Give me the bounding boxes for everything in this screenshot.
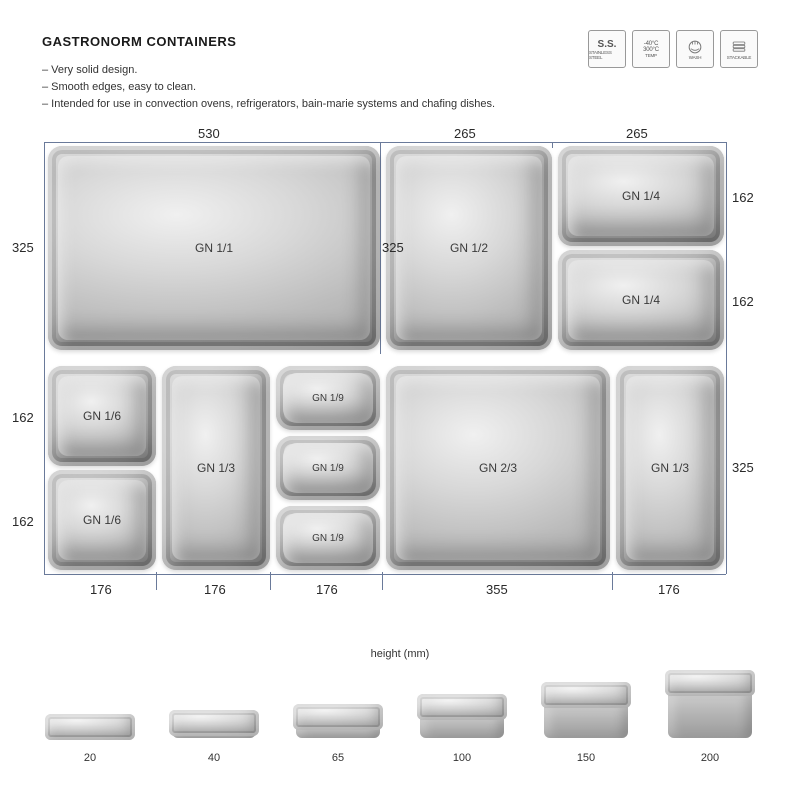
guide-line	[726, 142, 727, 574]
height-item: 40	[169, 710, 259, 764]
dimension-label: 325	[382, 240, 404, 255]
dimension-label: 162	[12, 410, 34, 425]
height-tray	[541, 682, 631, 742]
bullet: – Very solid design.	[42, 62, 495, 79]
temperature-icon: -40°C 300°C TEMP	[632, 30, 670, 68]
icon-sub: TEMP	[645, 53, 657, 58]
guide-line	[44, 574, 726, 575]
stack-icon	[729, 39, 749, 55]
dimension-label: 355	[486, 582, 508, 597]
pan-label: GN 1/6	[83, 513, 121, 527]
pan-label: GN 1/3	[197, 461, 235, 475]
page-title: GASTRONORM CONTAINERS	[42, 34, 236, 49]
height-tray	[665, 670, 755, 742]
pan-gn23: GN 2/3	[386, 366, 610, 570]
guide-line	[44, 142, 726, 143]
pan-gn11: GN 1/1	[48, 146, 380, 350]
pan-label: GN 1/9	[312, 533, 344, 544]
height-tray	[45, 714, 135, 742]
height-tray	[417, 694, 507, 742]
height-value: 200	[701, 752, 719, 764]
pan-label: GN 1/1	[195, 241, 233, 255]
pan-gn16b: GN 1/6	[48, 470, 156, 570]
stainless-steel-icon: S.S. STAINLESS STEEL	[588, 30, 626, 68]
dimension-label: 530	[198, 126, 220, 141]
icon-sub: STACKABLE	[727, 55, 751, 60]
height-value: 65	[332, 752, 344, 764]
dimension-label: 162	[732, 190, 754, 205]
dimension-label: 176	[316, 582, 338, 597]
height-tray	[293, 704, 383, 742]
icon-main: S.S.	[598, 39, 617, 50]
dishwasher-icon: WASH	[676, 30, 714, 68]
pan-label: GN 1/4	[622, 189, 660, 203]
pan-label: GN 1/6	[83, 409, 121, 423]
gastronorm-diagram: GN 1/1 GN 1/2 GN 1/4 GN 1/4 GN 1/6 GN 1/6 GN 1…	[0, 120, 800, 650]
height-value: 40	[208, 752, 220, 764]
pan-gn12: GN 1/2	[386, 146, 552, 350]
icon-sub: STAINLESS STEEL	[589, 50, 625, 60]
height-item: 100	[417, 694, 507, 764]
pan-label: GN 1/9	[312, 393, 344, 404]
dimension-label: 176	[204, 582, 226, 597]
pan-gn13b: GN 1/3	[616, 366, 724, 570]
bullet: – Intended for use in convection ovens, …	[42, 96, 495, 113]
guide-line	[44, 142, 45, 574]
dimension-label: 265	[454, 126, 476, 141]
height-section: height (mm) 20 40 65 100 150 200	[0, 648, 800, 764]
dimension-label: 325	[12, 240, 34, 255]
pan-gn19b: GN 1/9	[276, 436, 380, 500]
icon-sub: WASH	[689, 55, 702, 60]
height-value: 20	[84, 752, 96, 764]
stackable-icon: STACKABLE	[720, 30, 758, 68]
pan-label: GN 1/2	[450, 241, 488, 255]
pan-label: GN 1/9	[312, 463, 344, 474]
height-item: 150	[541, 682, 631, 764]
bullet: – Smooth edges, easy to clean.	[42, 79, 495, 96]
pan-gn13a: GN 1/3	[162, 366, 270, 570]
pan-gn14b: GN 1/4	[558, 250, 724, 350]
dimension-label: 325	[732, 460, 754, 475]
height-item: 65	[293, 704, 383, 764]
pan-gn19a: GN 1/9	[276, 366, 380, 430]
height-item: 200	[665, 670, 755, 764]
height-row: 20 40 65 100 150 200	[0, 670, 800, 764]
wash-icon	[685, 39, 705, 55]
guide-line	[380, 142, 381, 354]
dimension-label: 176	[658, 582, 680, 597]
pan-gn16a: GN 1/6	[48, 366, 156, 466]
dimension-label: 162	[732, 294, 754, 309]
height-item: 20	[45, 714, 135, 764]
height-tray	[169, 710, 259, 742]
pan-gn14a: GN 1/4	[558, 146, 724, 246]
pan-label: GN 2/3	[479, 461, 517, 475]
feature-bullets: – Very solid design. – Smooth edges, eas…	[42, 62, 495, 113]
height-title: height (mm)	[0, 648, 800, 660]
height-value: 100	[453, 752, 471, 764]
pan-gn19c: GN 1/9	[276, 506, 380, 570]
spec-icons: S.S. STAINLESS STEEL -40°C 300°C TEMP WA…	[588, 30, 758, 68]
height-value: 150	[577, 752, 595, 764]
pan-label: GN 1/4	[622, 293, 660, 307]
dimension-label: 176	[90, 582, 112, 597]
pan-label: GN 1/3	[651, 461, 689, 475]
dimension-label: 162	[12, 514, 34, 529]
dimension-label: 265	[626, 126, 648, 141]
